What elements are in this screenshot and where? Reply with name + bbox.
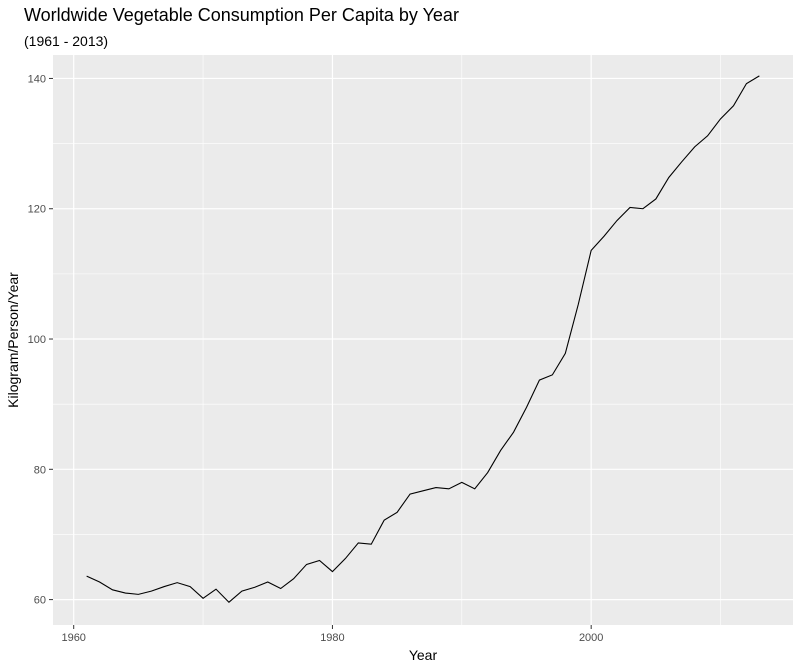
chart-subtitle: (1961 - 2013) <box>24 33 109 49</box>
x-axis: 1960 1980 2000 <box>61 625 603 644</box>
chart-title: Worldwide Vegetable Consumption Per Capi… <box>24 5 459 25</box>
y-tick-label: 140 <box>28 73 46 85</box>
x-tick-label: 1960 <box>61 632 85 644</box>
x-tick-label: 1980 <box>320 632 344 644</box>
y-tick-label: 80 <box>34 464 46 476</box>
y-tick-label: 120 <box>28 204 46 216</box>
y-axis-label: Kilogram/Person/Year <box>5 272 21 408</box>
series-line <box>86 75 760 603</box>
y-tick-label: 60 <box>34 595 46 607</box>
x-tick-label: 2000 <box>579 632 603 644</box>
plot-panel <box>53 55 793 625</box>
x-axis-label: Year <box>409 647 438 663</box>
y-axis: 60 80 100 120 140 <box>28 73 53 607</box>
grid-minor <box>53 55 793 625</box>
grid-major <box>53 55 793 625</box>
y-tick-label: 100 <box>28 334 46 346</box>
